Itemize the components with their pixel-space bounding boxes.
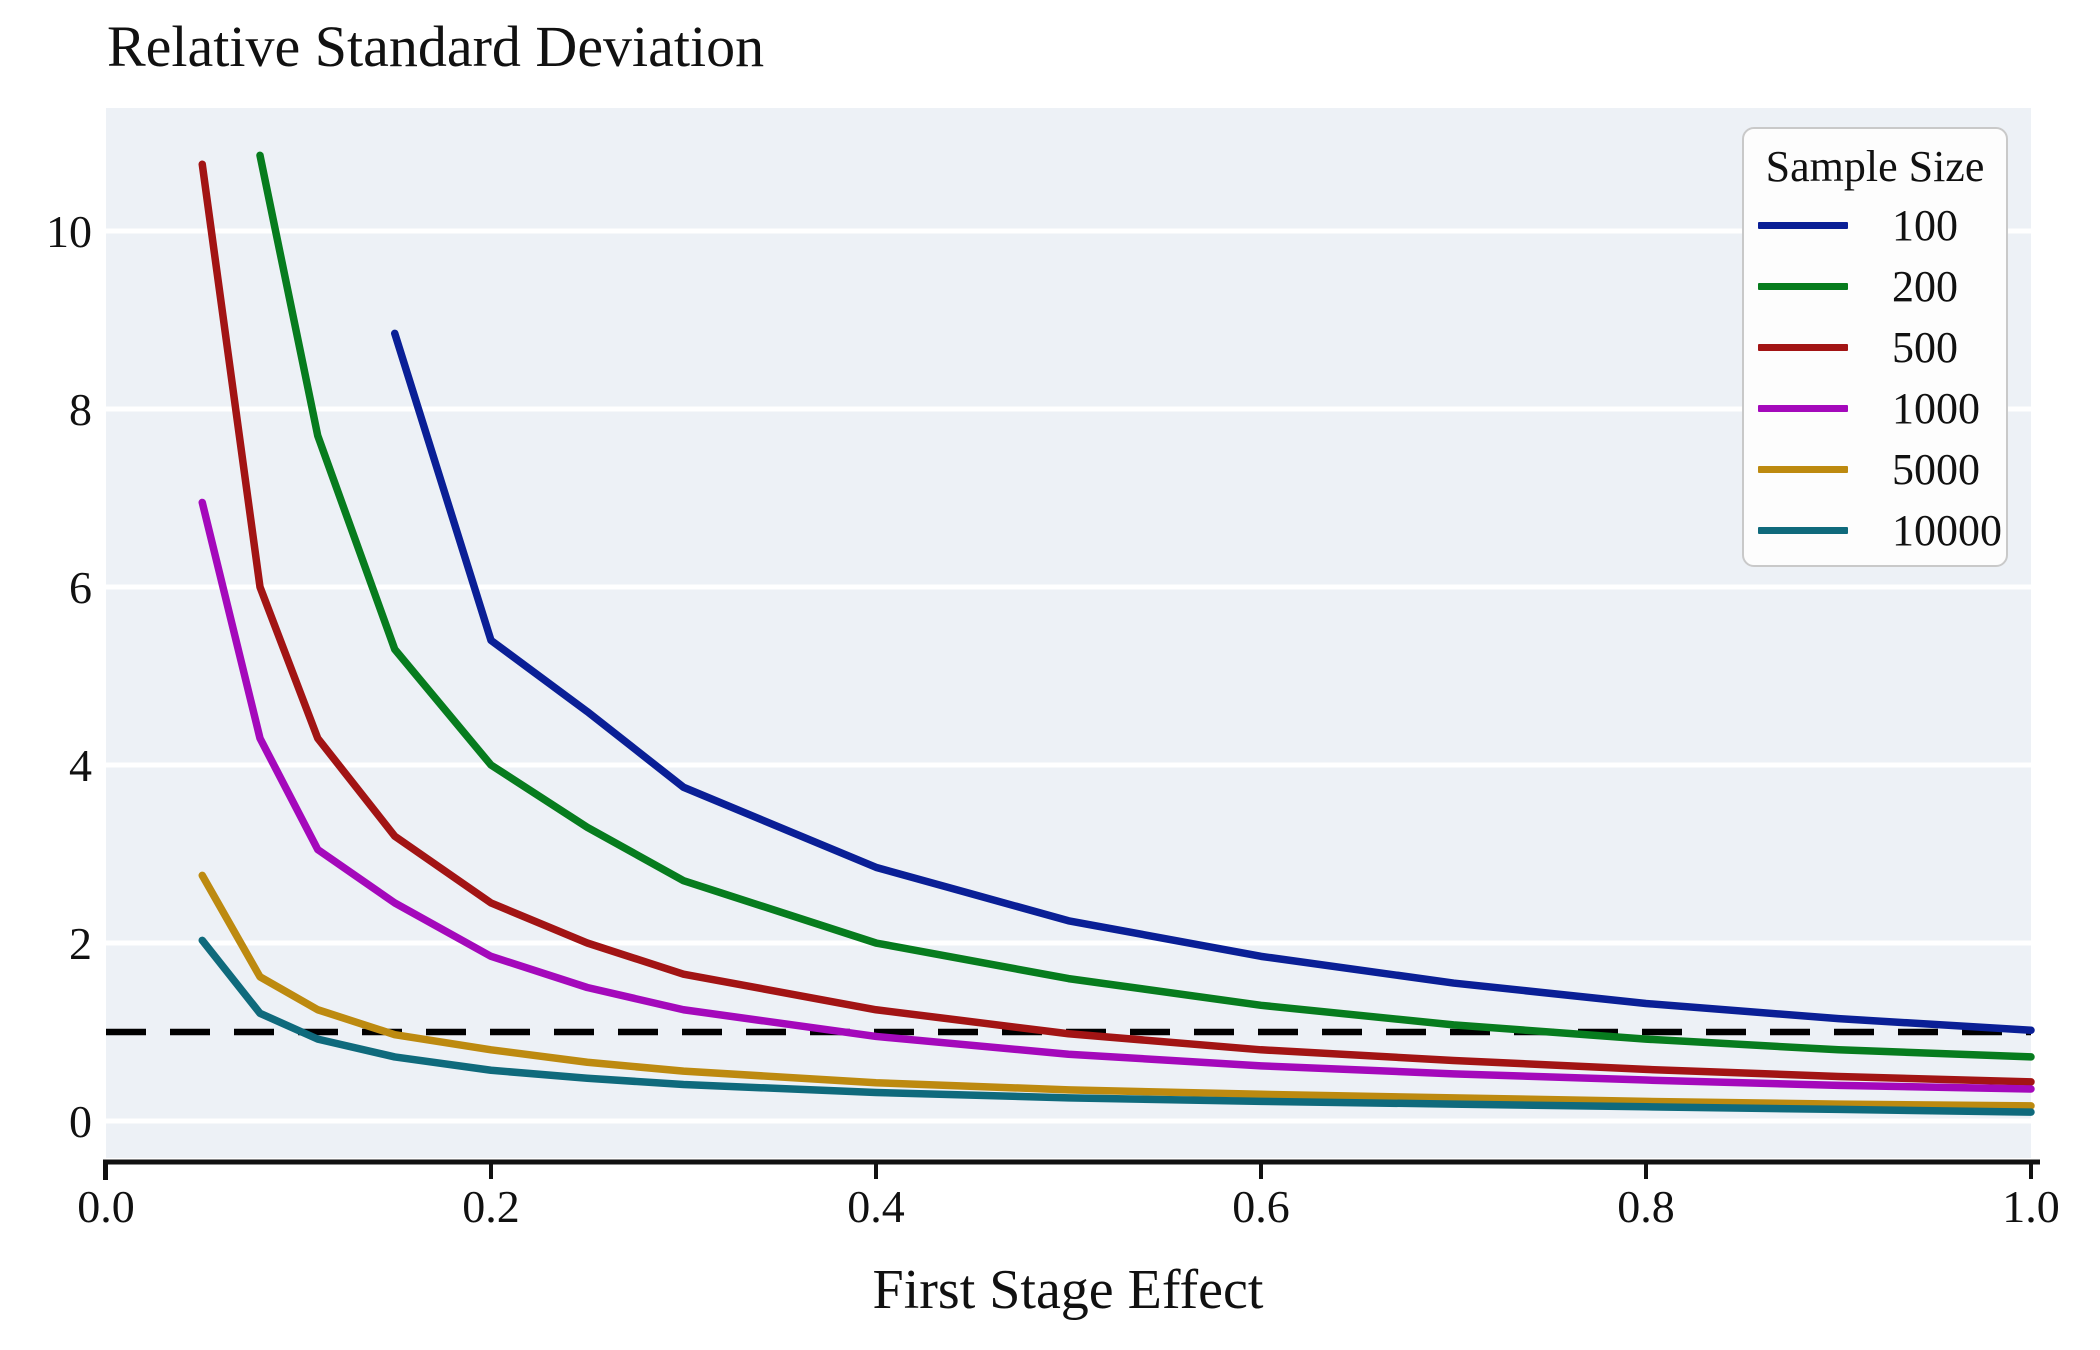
- legend-label-10000: 10000: [1892, 506, 2002, 555]
- series-lines: [198, 151, 2035, 1116]
- x-tick-label-0.2: 0.2: [462, 1181, 520, 1232]
- y-tick-label-2: 2: [69, 918, 92, 969]
- legend-row-10000: 10000: [1744, 500, 2006, 561]
- legend-row-200: 200: [1744, 256, 2006, 317]
- x-axis-label: First Stage Effect: [873, 1259, 1264, 1321]
- legend-swatch-100: [1758, 222, 1848, 229]
- legend-label-200: 200: [1892, 262, 1958, 311]
- x-axis: [103, 1159, 2040, 1180]
- series-line-100: [391, 329, 2035, 1034]
- series-line-200: [256, 151, 2035, 1061]
- x-tick-label-0.0: 0.0: [77, 1181, 135, 1232]
- legend-label-1000: 1000: [1892, 384, 1980, 433]
- series-line-10000: [198, 936, 2035, 1116]
- plot-area: [106, 108, 2031, 1158]
- tick-labels: 0.0 0.2 0.4 0.6 0.8 1.0 0 2 4 6 8 10: [46, 206, 2060, 1232]
- legend-label-5000: 5000: [1892, 445, 1980, 494]
- legend-label-500: 500: [1892, 323, 1958, 372]
- y-tick-label-6: 6: [69, 562, 92, 613]
- legend-swatch-1000: [1758, 405, 1848, 412]
- legend-label-100: 100: [1892, 201, 1958, 250]
- x-tick-label-0.8: 0.8: [1617, 1181, 1675, 1232]
- x-tick-label-0.6: 0.6: [1232, 1181, 1290, 1232]
- legend-swatch-500: [1758, 344, 1848, 351]
- series-line-1000: [198, 498, 2035, 1093]
- legend-title: Sample Size: [1765, 142, 1985, 191]
- y-tick-label-4: 4: [69, 740, 92, 791]
- legend-swatch-200: [1758, 283, 1848, 290]
- y-tick-label-10: 10: [46, 206, 92, 257]
- legend-row-1000: 1000: [1744, 378, 2006, 439]
- chart-title: Relative Standard Deviation: [107, 14, 764, 79]
- legend-row-500: 500: [1744, 317, 2006, 378]
- legend-swatch-5000: [1758, 466, 1848, 473]
- x-tick-label-0.4: 0.4: [847, 1181, 905, 1232]
- legend-row-100: 100: [1744, 195, 2006, 256]
- legend: Sample Size 100 200 500 1000 5000 10000: [1742, 127, 2008, 567]
- legend-rows: 100 200 500 1000 5000 10000: [1744, 195, 2006, 561]
- gridlines: [106, 228, 2031, 1124]
- plot-background: [106, 108, 2031, 1158]
- legend-row-5000: 5000: [1744, 439, 2006, 500]
- y-tick-label-0: 0: [69, 1096, 92, 1147]
- legend-swatch-10000: [1758, 527, 1848, 534]
- series-line-500: [198, 160, 2035, 1086]
- series-line-5000: [198, 871, 2035, 1110]
- y-tick-label-8: 8: [69, 384, 92, 435]
- x-tick-label-1.0: 1.0: [2002, 1181, 2060, 1232]
